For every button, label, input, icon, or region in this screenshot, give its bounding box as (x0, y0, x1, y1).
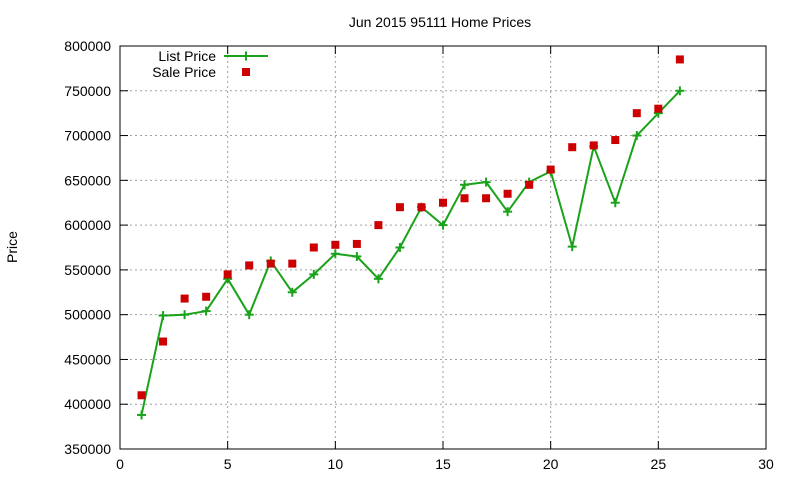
x-tick-label: 15 (435, 456, 451, 472)
data-point (245, 261, 254, 270)
data-point (611, 136, 620, 145)
data-point (244, 310, 254, 320)
data-point (567, 242, 577, 252)
data-point (137, 391, 146, 400)
grid-lines (120, 46, 766, 449)
data-point (309, 269, 319, 279)
data-point (180, 294, 189, 303)
series-sale-price (137, 55, 684, 400)
axis-ticks: 350000 400000 450000 500000 550000 600000 6500… (64, 38, 774, 472)
data-point (395, 203, 404, 212)
legend-label: List Price (158, 48, 216, 64)
legend-marker (242, 68, 250, 76)
data-point (137, 410, 147, 420)
data-point (330, 249, 340, 259)
legend-marker (241, 51, 251, 61)
y-tick-label: 650000 (64, 172, 111, 188)
y-tick-label: 800000 (64, 38, 111, 54)
data-point (417, 203, 426, 212)
data-point (373, 274, 383, 284)
data-point (632, 131, 642, 141)
data-point (159, 337, 168, 346)
data-point (482, 194, 491, 203)
y-tick-label: 400000 (64, 396, 111, 412)
data-point (331, 240, 340, 249)
data-point (180, 310, 190, 320)
data-point (352, 251, 362, 261)
data-point (481, 177, 491, 187)
data-point (503, 207, 513, 217)
data-point (632, 109, 641, 118)
data-point (223, 270, 232, 279)
data-point (201, 306, 211, 316)
data-point (374, 221, 383, 230)
y-tick-label: 700000 (64, 128, 111, 144)
series-line (140, 90, 681, 416)
data-point (352, 239, 361, 248)
data-point (675, 86, 685, 96)
data-point (288, 259, 297, 268)
data-point (460, 180, 470, 190)
y-tick-label: 550000 (64, 262, 111, 278)
data-point (287, 287, 297, 297)
chart-title: Jun 2015 95111 Home Prices (349, 14, 531, 30)
data-point (525, 180, 534, 189)
data-point (438, 220, 448, 230)
y-tick-label: 500000 (64, 307, 111, 323)
y-axis-label: Price (4, 231, 20, 263)
y-tick-label: 600000 (64, 217, 111, 233)
series-list-price (137, 86, 685, 420)
data-point (589, 141, 598, 150)
x-tick-label: 20 (543, 456, 559, 472)
data-point (439, 198, 447, 207)
data-point (158, 311, 168, 321)
data-point (395, 243, 405, 252)
data-point (610, 198, 620, 208)
legend-label: Sale Price (152, 64, 216, 80)
x-tick-label: 25 (651, 456, 667, 472)
data-point (546, 165, 555, 174)
y-tick-label: 350000 (64, 441, 111, 457)
data-point (266, 259, 275, 268)
data-point (309, 243, 318, 252)
x-tick-label: 0 (116, 456, 124, 472)
data-point (675, 55, 684, 64)
y-tick-label: 450000 (64, 351, 111, 367)
series-layer (137, 55, 685, 420)
data-point (503, 189, 512, 198)
data-point (654, 104, 663, 113)
data-point (202, 292, 211, 301)
data-point (460, 194, 469, 203)
x-tick-label: 10 (328, 456, 344, 472)
y-tick-label: 750000 (64, 83, 111, 99)
x-tick-label: 5 (224, 456, 232, 472)
x-tick-label: 30 (758, 456, 774, 472)
data-point (568, 143, 577, 152)
